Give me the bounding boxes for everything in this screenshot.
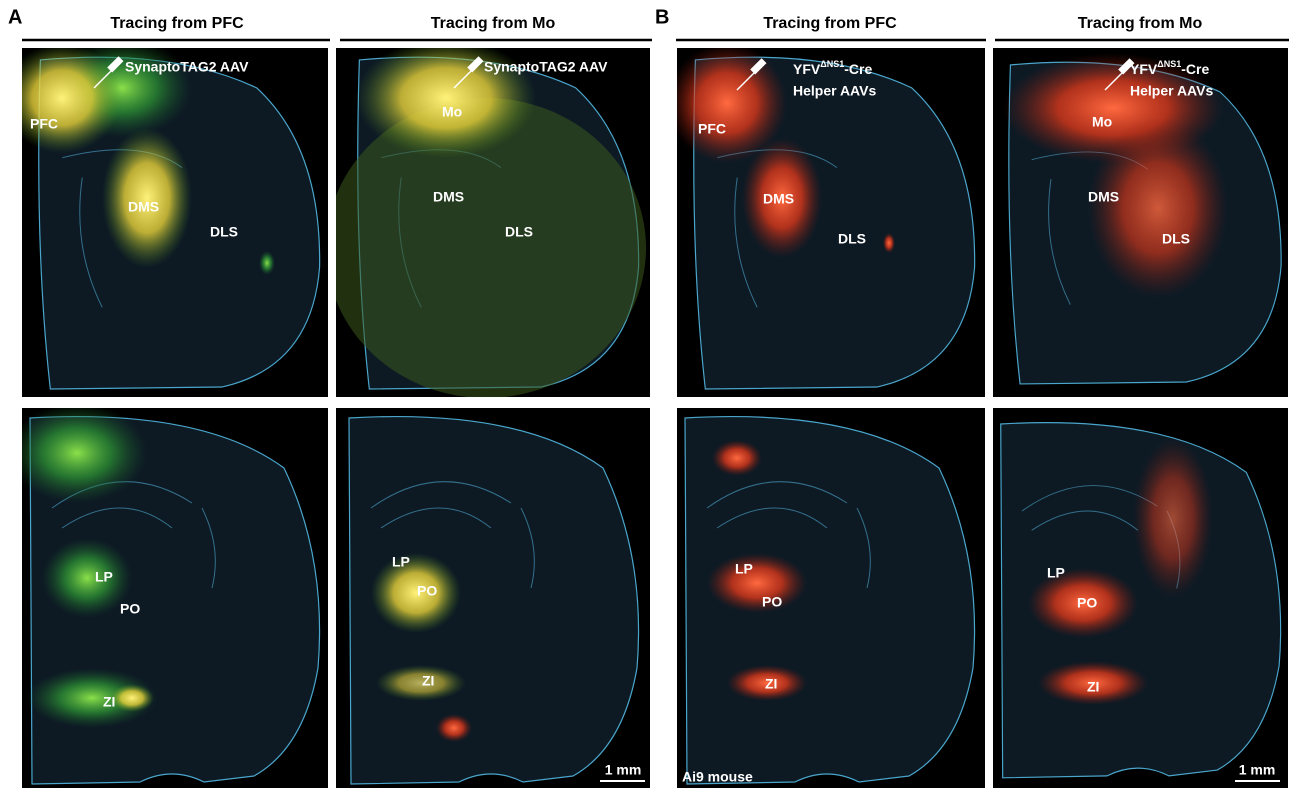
- fluorescence: [883, 233, 895, 253]
- fluorescence: [1133, 438, 1213, 598]
- panel-letter: A: [8, 6, 22, 28]
- fluorescence: [356, 38, 536, 158]
- label: ΔNS1: [820, 59, 844, 69]
- panel-letter: B: [655, 6, 669, 28]
- label: 1 mm: [605, 762, 642, 778]
- label: SynaptoTAG2 AAV: [484, 59, 608, 75]
- fluorescence: [42, 538, 132, 618]
- fluorescence: [259, 251, 275, 275]
- label: ΔNS1: [1157, 59, 1181, 69]
- fluorescence: [1088, 118, 1228, 298]
- label: YFV: [1130, 61, 1158, 77]
- fluorescence: [376, 665, 466, 701]
- fluorescence: [2, 43, 122, 153]
- label: YFV: [793, 61, 821, 77]
- label: ZI: [103, 694, 115, 710]
- label: PO: [120, 601, 140, 617]
- label: -Cre: [844, 61, 872, 77]
- label: Mo: [442, 104, 462, 120]
- label: SynaptoTAG2 AAV: [125, 59, 249, 75]
- label: LP: [735, 561, 753, 577]
- label: DMS: [128, 199, 159, 215]
- label: DMS: [433, 189, 464, 205]
- fluorescence: [371, 553, 461, 633]
- label: PO: [417, 583, 437, 599]
- label: DLS: [210, 224, 238, 240]
- column-header: Tracing from PFC: [763, 15, 897, 32]
- label: 1 mm: [1239, 762, 1276, 778]
- label: ZI: [765, 676, 777, 692]
- fluorescence: [712, 440, 762, 476]
- micrograph: LP PO ZI: [7, 403, 328, 788]
- label: Helper AAVs: [793, 83, 876, 99]
- label: ZI: [1087, 679, 1099, 695]
- micrograph: SynaptoTAG2 AAV Mo DMS DLS: [326, 38, 650, 398]
- label: DMS: [1088, 189, 1119, 205]
- fluorescence: [707, 553, 807, 613]
- micrograph: LP PO ZI 1 mm: [993, 408, 1288, 788]
- label: DLS: [1162, 231, 1190, 247]
- label: LP: [1047, 565, 1065, 581]
- label: PFC: [698, 121, 726, 137]
- label: Ai9 mouse: [682, 769, 753, 785]
- page: {"panels": [ {"letter": "A", "columns": …: [0, 0, 1296, 788]
- label: PO: [762, 594, 782, 610]
- column-header: Tracing from PFC: [110, 15, 244, 32]
- figure: A B Tracing from PFC Tracing from Mo Tra…: [0, 0, 1296, 788]
- label: PO: [1077, 595, 1097, 611]
- micrograph: LP PO ZI Ai9 mouse: [677, 408, 985, 788]
- column-header: Tracing from Mo: [431, 15, 556, 32]
- micrograph: LP PO ZI 1 mm: [336, 408, 650, 788]
- label: DMS: [763, 191, 794, 207]
- label: -Cre: [1181, 61, 1209, 77]
- label: LP: [95, 569, 113, 585]
- label: Mo: [1092, 114, 1112, 130]
- micrograph: YFVΔNS1-Cre Helper AAVs Mo DMS DLS: [993, 48, 1288, 397]
- fluorescence: [110, 684, 154, 712]
- fluorescence: [7, 403, 147, 503]
- label: PFC: [30, 116, 58, 132]
- label: DLS: [838, 231, 866, 247]
- label: DLS: [505, 224, 533, 240]
- label: Helper AAVs: [1130, 83, 1213, 99]
- micrograph: YFVΔNS1-Cre Helper AAVs PFC DMS DLS: [667, 43, 985, 397]
- fluorescence: [436, 714, 472, 742]
- label: ZI: [422, 673, 434, 689]
- column-header: Tracing from Mo: [1078, 15, 1203, 32]
- micrograph: SynaptoTAG2 AAV PFC DMS DLS: [2, 38, 328, 397]
- label: LP: [392, 554, 410, 570]
